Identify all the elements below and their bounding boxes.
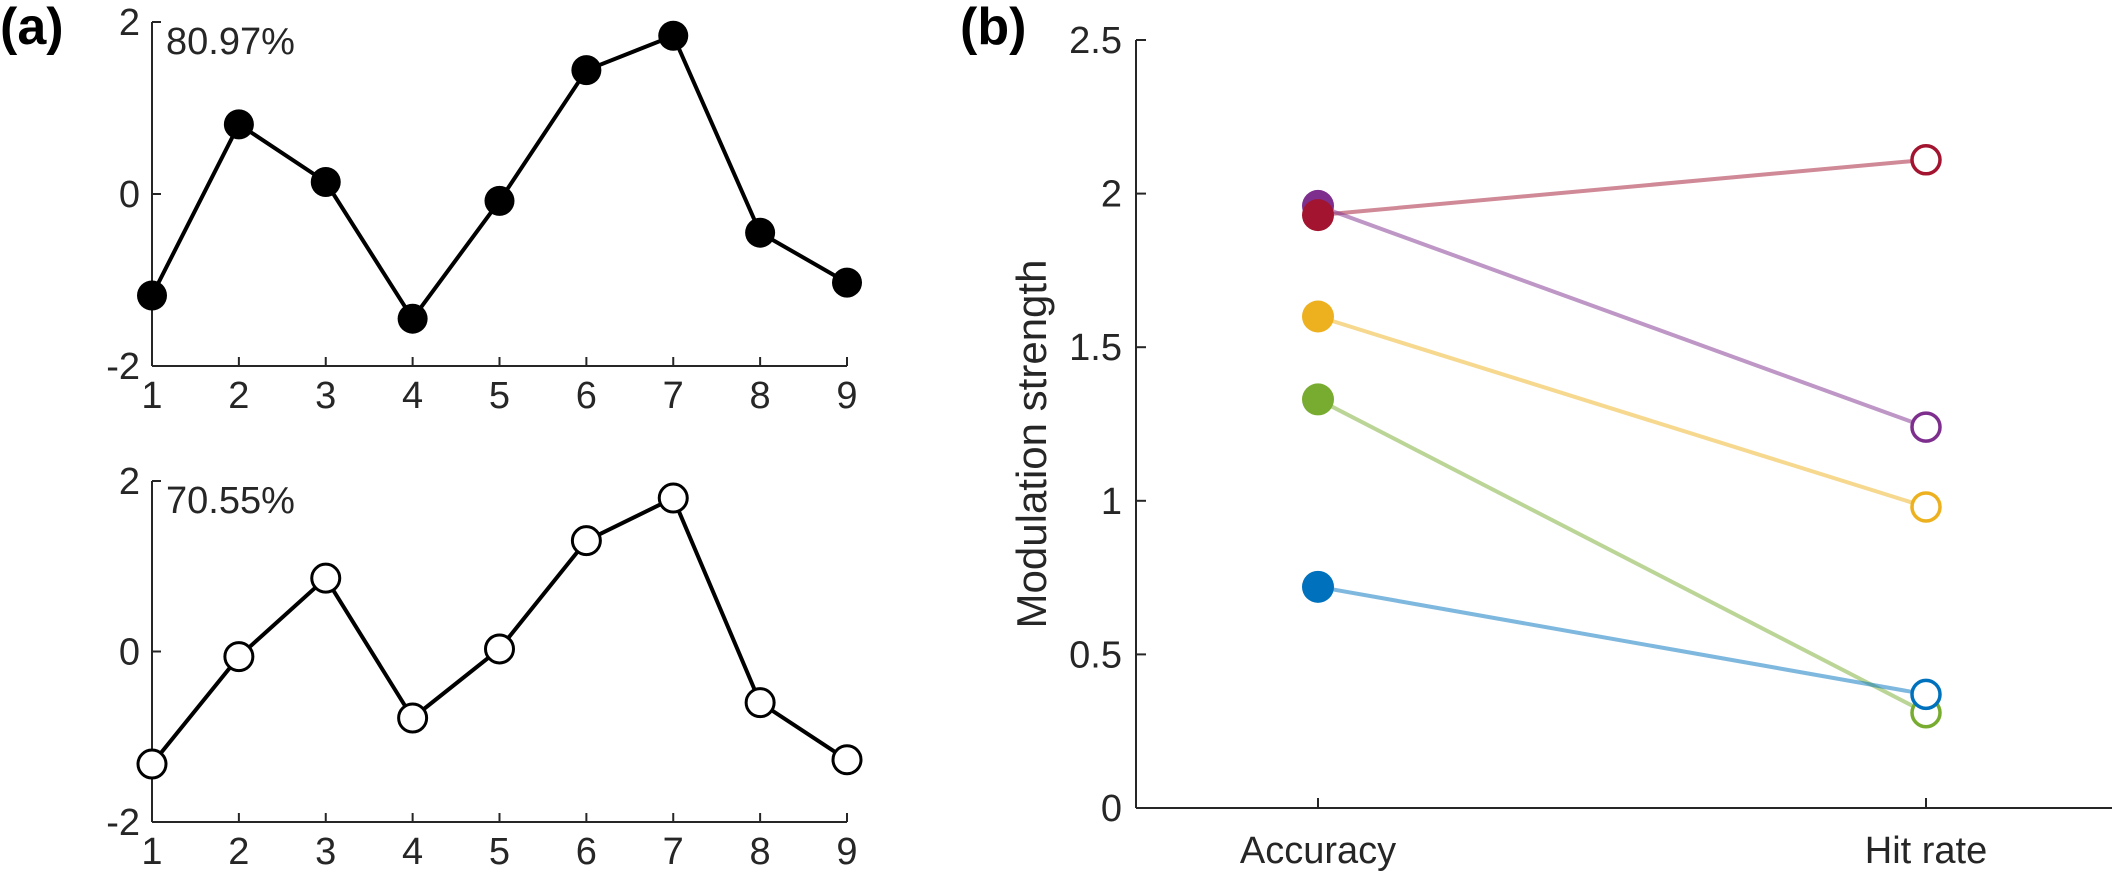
y-tick-label: 1.5 (1069, 327, 1122, 369)
y-tick-label: -2 (106, 802, 140, 844)
series-line (150, 33, 848, 321)
panel-a-label: (a) (0, 0, 64, 56)
series-line (1317, 204, 1927, 429)
data-point (310, 562, 342, 594)
x-tick-label: 9 (836, 375, 857, 417)
data-point (831, 744, 863, 776)
hit-rate-point (1910, 144, 1942, 176)
x-tick-label: 4 (402, 831, 423, 873)
accuracy-point (1302, 383, 1334, 416)
panel-b-label: (b) (960, 0, 1026, 56)
data-point (658, 20, 689, 51)
y-tick-label: -2 (106, 346, 140, 388)
accuracy-point (1302, 300, 1334, 333)
data-point (657, 482, 689, 514)
y-tick-label: 0 (119, 174, 140, 216)
data-point (745, 217, 776, 248)
accuracy-annotation: 70.55% (166, 480, 295, 522)
x-tick-label: 3 (315, 831, 336, 873)
panel-a-bottom-plot: 1 2 3 4 5 6 7 8 9 -2 0 2 70.55% (106, 461, 863, 873)
hit-rate-point (1910, 678, 1942, 711)
y-tick-label: 0.5 (1069, 634, 1122, 676)
x-tick-label: 1 (141, 375, 162, 417)
series-line (1317, 157, 1927, 218)
series-line (150, 496, 849, 766)
x-tick-label: 9 (836, 831, 857, 873)
y-tick-label: 2 (119, 461, 140, 503)
x-category-label: Accuracy (1240, 830, 1396, 872)
accuracy-annotation: 80.97% (166, 21, 295, 63)
y-tick-label: 2 (119, 2, 140, 44)
x-tick-label: 6 (576, 375, 597, 417)
y-axis-label: Modulation strength (1008, 260, 1055, 629)
x-tick-label: 4 (402, 375, 423, 417)
data-point (223, 109, 254, 140)
data-point (832, 267, 862, 298)
x-tick-label: 1 (141, 831, 162, 873)
data-point (136, 748, 168, 780)
data-point (484, 633, 515, 665)
x-tick-label: 6 (576, 831, 597, 873)
hit-rate-point (1910, 411, 1942, 443)
data-point (137, 280, 167, 311)
data-point (744, 687, 776, 719)
y-tick-label: 2.5 (1069, 20, 1122, 62)
x-tick-label: 2 (228, 831, 249, 873)
x-tick-label: 8 (750, 375, 771, 417)
y-tick-label: 2 (1101, 174, 1122, 216)
x-tick-label: 5 (489, 375, 510, 417)
data-point (571, 55, 602, 86)
panel-a-top-plot: 1 2 3 4 5 6 7 8 9 -2 0 2 80.97% (106, 2, 862, 417)
accuracy-point (1302, 570, 1334, 603)
x-tick-label: 7 (663, 831, 684, 873)
data-point (397, 702, 429, 734)
y-tick-label: 1 (1101, 481, 1122, 523)
accuracy-point (1302, 199, 1334, 232)
data-point (570, 525, 602, 557)
series-line (1317, 397, 1927, 715)
series-line (1317, 584, 1927, 697)
x-tick-label: 5 (489, 831, 510, 873)
data-point (223, 641, 255, 673)
hit-rate-point (1910, 491, 1942, 523)
x-tick-label: 2 (228, 375, 249, 417)
x-tick-label: 7 (663, 375, 684, 417)
data-point (310, 166, 341, 197)
x-tick-label: 3 (315, 375, 336, 417)
y-tick-label: 0 (119, 632, 140, 674)
x-category-label: Hit rate (1865, 830, 1987, 872)
data-point (397, 303, 428, 334)
series-line (1317, 314, 1927, 509)
panel-b-plot: 0 0.5 1 1.5 2 2.5 Accuracy Hit rate Modulation s… (1008, 20, 2112, 872)
x-tick-label: 8 (750, 831, 771, 873)
y-tick-label: 0 (1101, 788, 1122, 830)
data-point (484, 185, 515, 216)
